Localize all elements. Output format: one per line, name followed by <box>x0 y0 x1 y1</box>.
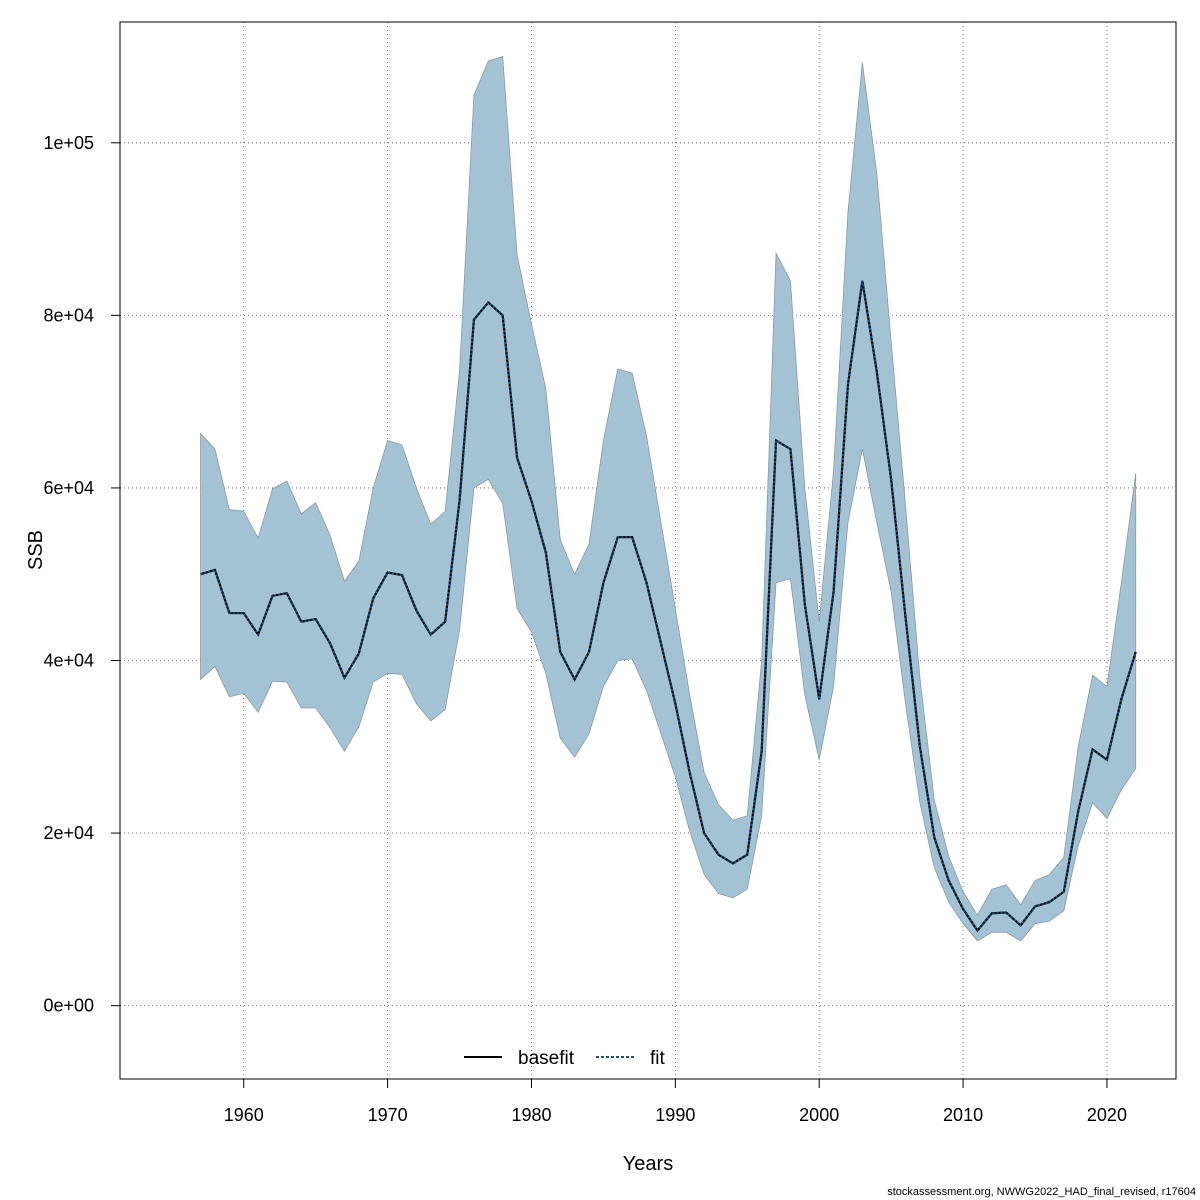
y-tick-label: 2e+04 <box>43 823 94 843</box>
legend-fit-label: fit <box>650 1048 666 1069</box>
y-axis: 0e+00 2e+04 4e+04 6e+04 8e+04 1e+05 <box>43 133 121 1016</box>
x-tick-label: 2020 <box>1087 1105 1127 1125</box>
x-axis: 1960 1970 1980 1990 2000 2010 2020 <box>224 1078 1127 1125</box>
x-tick-label: 2010 <box>943 1105 983 1125</box>
x-axis-title: Years <box>623 1153 673 1175</box>
x-tick-label: 2000 <box>799 1105 839 1125</box>
y-tick-label: 1e+05 <box>43 133 94 153</box>
y-tick-label: 8e+04 <box>43 305 94 325</box>
y-tick-label: 4e+04 <box>43 651 94 671</box>
legend: basefit fit <box>464 1048 666 1069</box>
legend-basefit-label: basefit <box>518 1048 575 1069</box>
confidence-band-area <box>200 55 1137 942</box>
x-tick-label: 1980 <box>511 1105 551 1125</box>
x-tick-label: 1960 <box>224 1105 264 1125</box>
grid-lines <box>120 22 1176 1079</box>
confidence-band <box>200 55 1137 942</box>
fit-line <box>200 280 1137 933</box>
y-axis-title: SSB <box>25 530 47 570</box>
x-tick-label: 1970 <box>368 1105 408 1125</box>
fit-series <box>200 280 1137 933</box>
footer-credit: stockassessment.org, NWWG2022_HAD_final_… <box>887 1186 1196 1198</box>
y-tick-label: 0e+00 <box>43 996 94 1016</box>
y-tick-label: 6e+04 <box>43 478 94 498</box>
x-tick-label: 1990 <box>655 1105 695 1125</box>
